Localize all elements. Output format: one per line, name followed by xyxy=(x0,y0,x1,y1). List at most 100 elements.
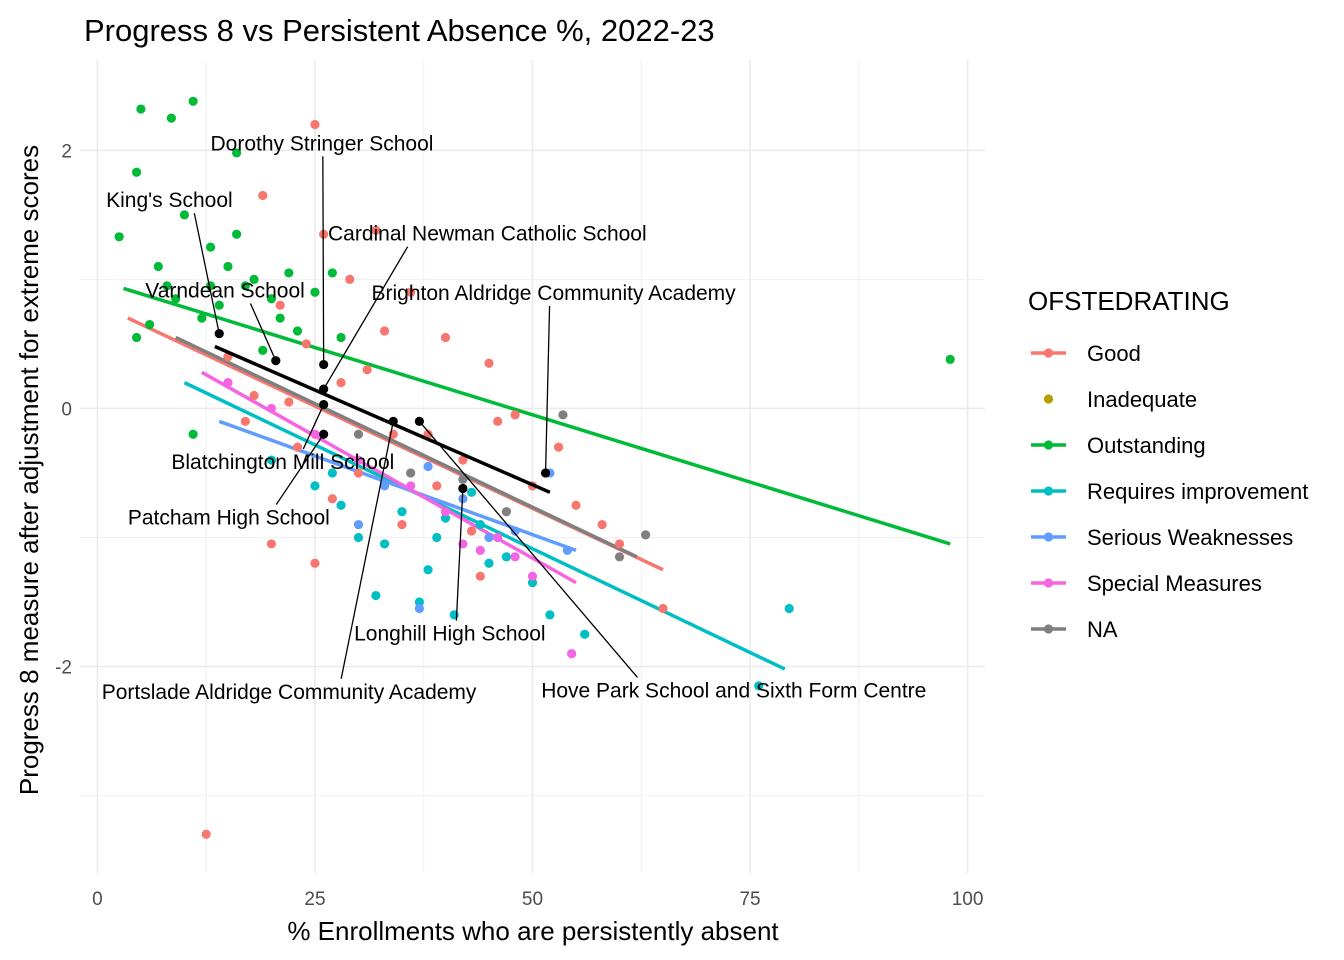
point-good xyxy=(475,571,485,581)
school-label: Blatchington Mill School xyxy=(171,451,394,474)
leader-line xyxy=(249,303,277,361)
point-special-measures xyxy=(406,481,416,491)
point-good xyxy=(301,339,311,349)
point-serious-weaknesses xyxy=(423,461,433,472)
point-serious-weaknesses xyxy=(414,603,424,614)
school-point xyxy=(414,416,424,426)
point-good xyxy=(440,332,451,343)
point-outstanding xyxy=(162,281,172,291)
point-requires-improvement xyxy=(423,565,433,575)
point-na xyxy=(558,410,568,420)
point-good xyxy=(310,119,320,130)
x-tick-label: 25 xyxy=(304,889,325,910)
leader-line xyxy=(544,306,551,473)
point-serious-weaknesses xyxy=(562,545,572,555)
legend-title: OFSTEDRATING xyxy=(1028,286,1230,316)
point-requires-improvement xyxy=(371,590,381,601)
point-good xyxy=(353,468,364,478)
point-outstanding xyxy=(153,261,163,272)
school-point xyxy=(319,429,329,439)
point-serious-weaknesses xyxy=(379,481,390,491)
point-good xyxy=(458,455,468,465)
point-serious-weaknesses xyxy=(484,532,494,543)
highlighted-schools: King's School Dorothy Stringer School Varn… xyxy=(102,132,927,703)
point-special-measures xyxy=(266,403,277,414)
point-outstanding xyxy=(249,274,259,284)
point-special-measures xyxy=(527,571,538,581)
trend-lines xyxy=(122,286,951,671)
point-good xyxy=(362,365,372,375)
school-point xyxy=(271,356,281,366)
point-good xyxy=(554,442,564,452)
grid xyxy=(80,60,985,873)
legend-label: Serious Weaknesses xyxy=(1087,525,1293,550)
point-good xyxy=(597,519,607,530)
leader-line xyxy=(455,488,464,621)
school-point xyxy=(319,399,329,410)
legend: OFSTEDRATING Good Inadequate Outstanding Re… xyxy=(1028,286,1308,642)
x-tick-label: 0 xyxy=(92,889,103,910)
point-na xyxy=(353,429,364,439)
school-label: King's School xyxy=(106,189,233,212)
point-outstanding xyxy=(136,104,146,114)
point-good xyxy=(571,500,581,510)
point-requires-improvement xyxy=(545,610,555,620)
point-good xyxy=(397,519,407,530)
school-point xyxy=(388,416,398,426)
school-point xyxy=(319,359,329,370)
point-outstanding xyxy=(114,232,124,242)
point-requires-improvement xyxy=(379,539,390,549)
x-axis-title: % Enrollments who are persistently absen… xyxy=(287,916,779,946)
legend-key-point xyxy=(1043,486,1054,496)
point-good xyxy=(406,287,416,297)
point-special-measures xyxy=(310,429,320,439)
leader-line xyxy=(340,421,394,679)
school-point xyxy=(319,384,329,394)
point-outstanding xyxy=(284,268,294,278)
point-outstanding xyxy=(179,210,190,220)
point-serious-weaknesses xyxy=(353,519,364,530)
point-requires-improvement xyxy=(414,597,424,607)
legend-key-point xyxy=(1043,624,1054,634)
school-point xyxy=(540,468,551,478)
point-special-measures xyxy=(223,378,233,388)
point-outstanding xyxy=(232,148,242,158)
legend-label: Special Measures xyxy=(1087,571,1262,596)
point-outstanding xyxy=(188,429,198,439)
y-axis-title: Progress 8 measure after adjustment for … xyxy=(14,145,44,795)
leader-line xyxy=(275,433,325,505)
point-outstanding xyxy=(171,294,181,304)
point-good xyxy=(484,358,494,368)
point-na xyxy=(501,507,511,517)
point-serious-weaknesses xyxy=(510,526,520,536)
x-tick-label: 100 xyxy=(952,889,984,910)
point-good xyxy=(258,190,268,201)
legend-key-point xyxy=(1043,394,1054,404)
point-requires-improvement xyxy=(432,532,442,543)
legend-label: Inadequate xyxy=(1087,387,1197,412)
point-requires-improvement xyxy=(353,532,364,543)
leader-line xyxy=(322,156,325,365)
highlight-trend-line xyxy=(214,344,551,494)
leader-line xyxy=(323,246,409,390)
point-outstanding xyxy=(197,313,207,323)
point-special-measures xyxy=(475,545,485,555)
point-good xyxy=(266,539,277,549)
leader-line xyxy=(302,404,325,450)
point-special-measures xyxy=(493,532,503,543)
x-tick-label: 50 xyxy=(522,889,543,910)
trend-line-na xyxy=(174,335,638,559)
trend-line-serious-weaknesses xyxy=(218,419,577,553)
school-label: Longhill High School xyxy=(354,623,545,646)
trend-line-special-measures xyxy=(200,370,577,585)
legend-key-point xyxy=(1043,348,1054,358)
point-outstanding xyxy=(275,313,285,323)
point-requires-improvement xyxy=(754,681,764,691)
point-outstanding xyxy=(131,167,142,177)
legend-label: Outstanding xyxy=(1087,433,1206,458)
legend-key-point xyxy=(1043,440,1054,450)
point-special-measures xyxy=(440,507,451,517)
point-outstanding xyxy=(327,268,337,278)
point-good xyxy=(327,494,337,504)
